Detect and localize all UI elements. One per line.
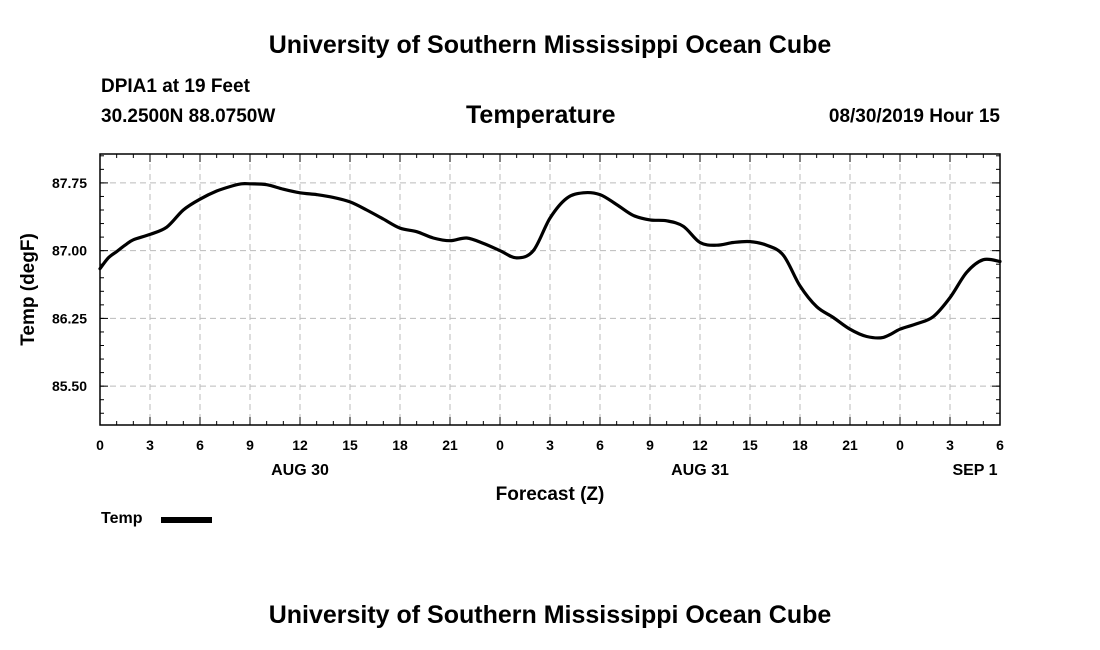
chart-grid [100, 154, 1000, 425]
x-tick-label: 3 [946, 437, 954, 453]
page-title-bottom: University of Southern Mississippi Ocean… [268, 601, 832, 629]
date-label: AUG 30 [271, 462, 329, 479]
temperature-chart: 0 3 6 9 12 15 18 21 0 3 6 9 12 15 18 21 0 3 6 AUG 30 AUG 31 S… [18, 153, 1004, 505]
date-label: SEP 1 [952, 462, 997, 479]
y-tick-label: 85.50 [52, 378, 87, 394]
x-tick-label: 18 [392, 437, 408, 453]
chart-series [98, 182, 1002, 340]
x-tick-label: 3 [146, 437, 154, 453]
x-tick-label: 12 [292, 437, 308, 453]
plot-frame [99, 153, 1001, 426]
x-tick-label: 3 [546, 437, 554, 453]
x-tick-label: 21 [842, 437, 858, 453]
legend-label: Temp [101, 510, 143, 527]
x-tick-label: 0 [496, 437, 504, 453]
x-axis-label: Forecast (Z) [496, 484, 605, 505]
x-tick-label: 12 [692, 437, 708, 453]
x-tick-label: 9 [646, 437, 654, 453]
timestamp-label: 08/30/2019 Hour 15 [828, 106, 1000, 127]
y-tick-label: 86.25 [52, 310, 87, 326]
chart-ticks: 0 3 6 9 12 15 18 21 0 3 6 9 12 15 18 21 0 3 6 AUG 30 AUG 31 S… [52, 154, 1004, 479]
legend-swatch [161, 517, 212, 523]
temp-series-line [98, 182, 1002, 340]
date-label: AUG 31 [671, 462, 729, 479]
y-tick-label: 87.75 [52, 175, 87, 191]
x-tick-label: 6 [196, 437, 204, 453]
x-tick-label: 15 [342, 437, 358, 453]
x-tick-label: 9 [246, 437, 254, 453]
page-title-top: University of Southern Mississippi Ocean… [268, 31, 832, 59]
x-tick-label: 0 [96, 437, 104, 453]
chart-title: Temperature [466, 101, 616, 129]
x-tick-label: 0 [896, 437, 904, 453]
x-tick-label: 15 [742, 437, 758, 453]
y-axis-label: Temp (degF) [18, 233, 39, 346]
y-tick-label: 87.00 [52, 243, 87, 259]
x-tick-label: 6 [596, 437, 604, 453]
coordinates-label: 30.2500N 88.0750W [101, 106, 276, 127]
x-tick-label: 18 [792, 437, 808, 453]
station-label: DPIA1 at 19 Feet [101, 76, 250, 97]
x-tick-label: 6 [996, 437, 1004, 453]
x-tick-label: 21 [442, 437, 458, 453]
